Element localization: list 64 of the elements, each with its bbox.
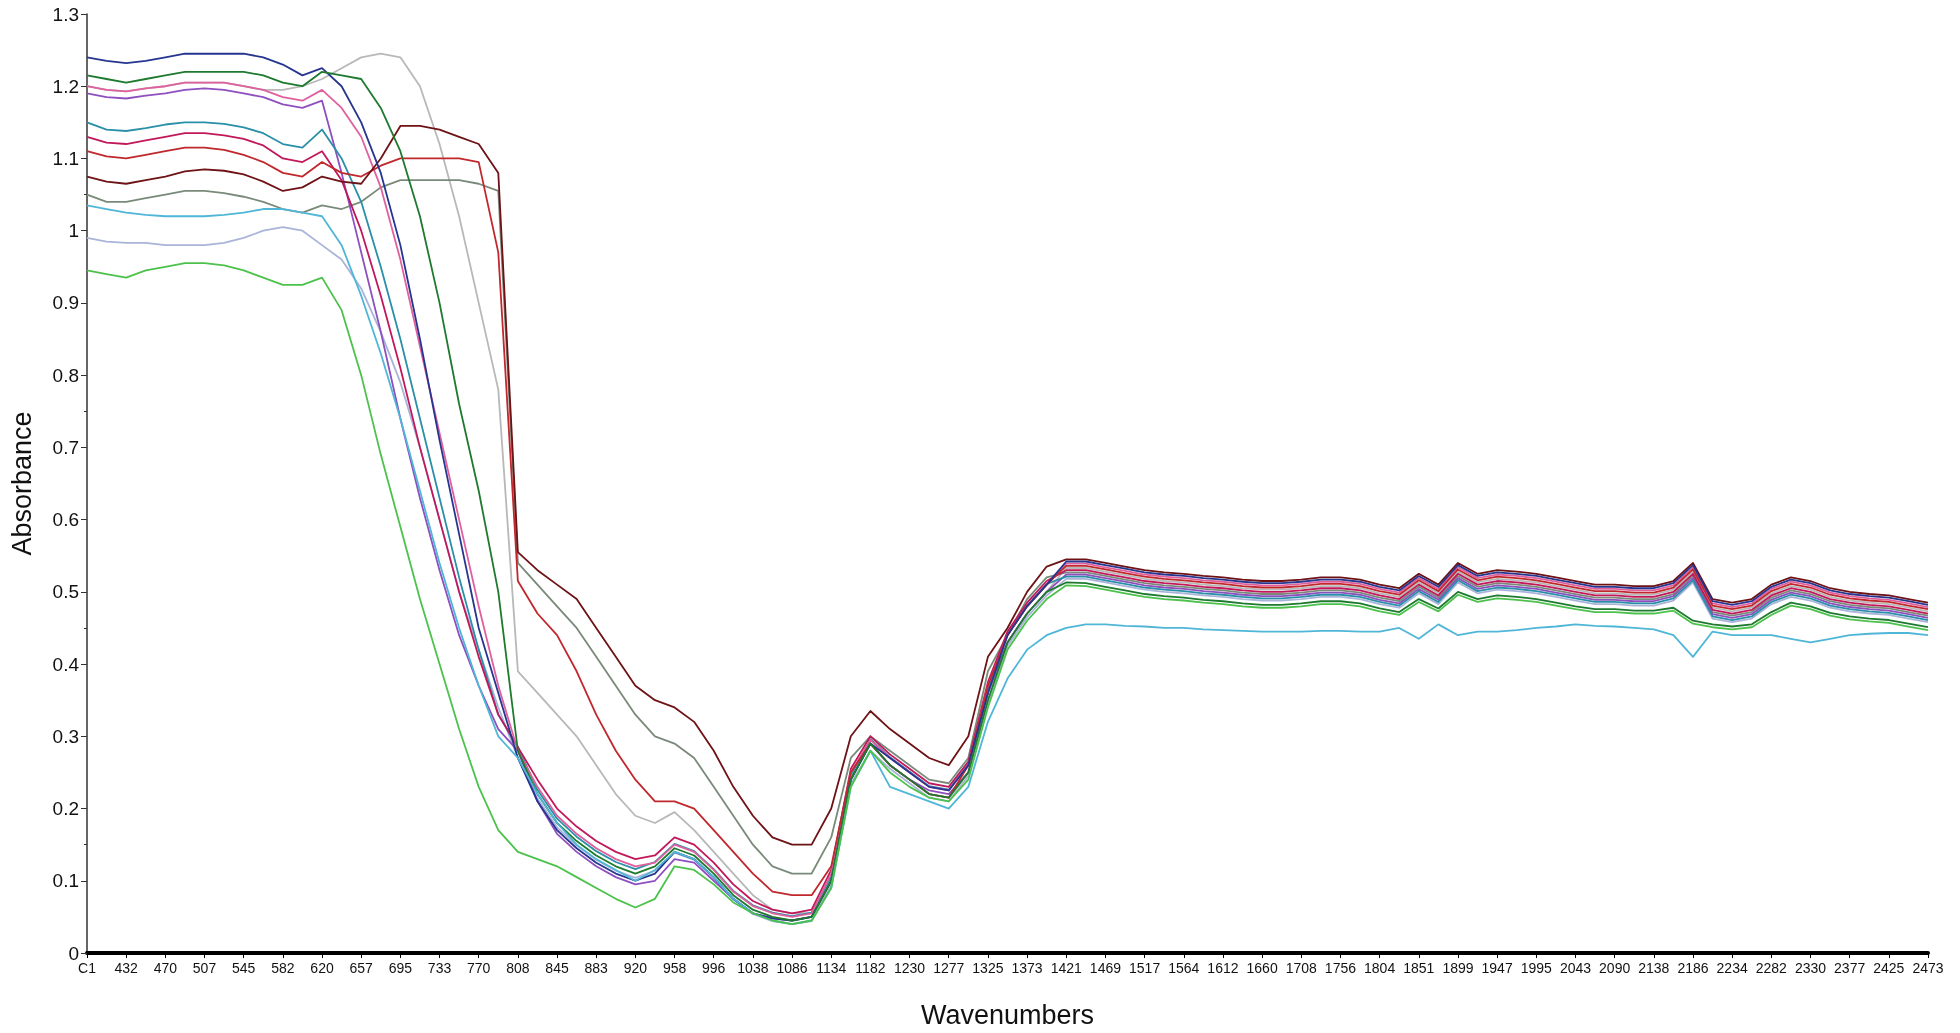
x-tick-label: 920 xyxy=(623,960,648,976)
x-tick-label: 770 xyxy=(467,960,491,976)
x-tick-label: 1038 xyxy=(737,960,769,976)
y-tick-label: 1 xyxy=(68,220,79,242)
x-tick-label: 1277 xyxy=(933,960,965,976)
x-tick-label: 1708 xyxy=(1285,960,1318,976)
x-tick-label: 1804 xyxy=(1364,960,1396,976)
y-tick-label: 0 xyxy=(68,942,79,964)
y-tick-label: 0.7 xyxy=(52,436,79,458)
y-tick-label: 0.2 xyxy=(52,798,79,820)
x-tick-label: 2425 xyxy=(1873,960,1905,976)
x-tick-label: 1899 xyxy=(1442,960,1474,976)
x-tick-label: 2282 xyxy=(1755,960,1788,976)
x-tick-label: 657 xyxy=(349,960,374,976)
x-tick-label: 1612 xyxy=(1207,960,1239,976)
x-tick-label: 1421 xyxy=(1050,960,1083,976)
x-tick-label: 1564 xyxy=(1168,960,1200,976)
y-tick-label: 0.5 xyxy=(52,581,79,603)
x-tick-label: 1230 xyxy=(894,960,926,976)
x-tick-label: 1182 xyxy=(855,960,886,976)
y-tick-label: 1.3 xyxy=(52,3,79,25)
x-tick-label: 1325 xyxy=(972,960,1004,976)
x-tick-label: 1373 xyxy=(1011,960,1043,976)
x-tick-label: 1660 xyxy=(1246,960,1278,976)
y-tick-label: 1.1 xyxy=(52,147,79,169)
x-tick-label: 2330 xyxy=(1794,960,1827,976)
x-tick-label: 1134 xyxy=(816,960,847,976)
y-tick-label: 0.6 xyxy=(52,509,79,531)
y-tick-label: 0.8 xyxy=(52,364,79,386)
x-tick-label: 2090 xyxy=(1599,960,1631,976)
y-tick-label: 0.3 xyxy=(52,725,79,747)
x-tick-label: 1995 xyxy=(1520,960,1553,976)
x-tick-label: 432 xyxy=(114,960,139,976)
x-tick-label: 507 xyxy=(192,960,217,976)
x-tick-label: 470 xyxy=(153,960,178,976)
x-axis-title: Wavenumbers xyxy=(920,999,1095,1030)
x-tick-label: 582 xyxy=(271,960,295,976)
x-tick-label: 1469 xyxy=(1089,960,1122,976)
x-tick-label: 845 xyxy=(545,960,569,976)
x-tick-label: 1756 xyxy=(1324,960,1357,976)
x-tick-label: 996 xyxy=(702,960,726,976)
x-tick-label: 2138 xyxy=(1638,960,1670,976)
y-tick-label: 0.9 xyxy=(52,292,79,314)
y-tick-label: 0.4 xyxy=(52,653,80,675)
x-tick-label: 545 xyxy=(232,960,256,976)
x-tick-label: 1947 xyxy=(1481,960,1513,976)
x-tick-label: 733 xyxy=(427,960,452,976)
x-tick-label: 883 xyxy=(584,960,609,976)
x-tick-label: 1086 xyxy=(776,960,808,976)
x-tick-label: 695 xyxy=(388,960,413,976)
x-tick-label: 2186 xyxy=(1677,960,1709,976)
x-tick-label: 808 xyxy=(506,960,530,976)
y-tick-label: 0.1 xyxy=(52,870,79,892)
x-tick-label: 2377 xyxy=(1834,960,1866,976)
x-tick-label: 2473 xyxy=(1912,960,1944,976)
x-tick-label: 620 xyxy=(310,960,334,976)
y-tick-label: 1.2 xyxy=(52,75,79,97)
x-tick-label: C1 xyxy=(78,960,97,976)
x-tick-label: 2234 xyxy=(1716,960,1748,976)
x-tick-label: 958 xyxy=(662,960,687,976)
x-tick-label: 1851 xyxy=(1403,960,1435,976)
x-tick-label: 2043 xyxy=(1559,960,1592,976)
x-tick-label: 1517 xyxy=(1129,960,1161,976)
y-axis-title: Absorbance xyxy=(6,411,37,556)
